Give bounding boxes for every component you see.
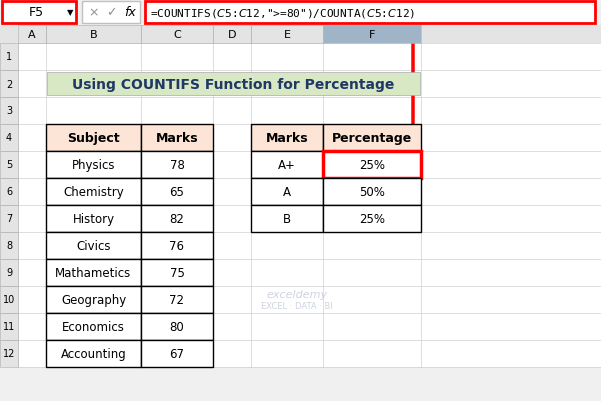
Text: ✓: ✓ (106, 6, 116, 20)
FancyBboxPatch shape (251, 125, 323, 152)
FancyBboxPatch shape (141, 286, 213, 313)
Text: 7: 7 (6, 214, 12, 224)
Text: Using COUNTIFS Function for Percentage: Using COUNTIFS Function for Percentage (72, 77, 395, 91)
Text: 9: 9 (6, 268, 12, 278)
FancyBboxPatch shape (0, 0, 601, 26)
FancyBboxPatch shape (323, 125, 421, 152)
FancyBboxPatch shape (141, 233, 213, 259)
FancyBboxPatch shape (141, 205, 213, 233)
Text: A: A (283, 186, 291, 198)
Text: Mathametics: Mathametics (55, 266, 132, 279)
Text: 25%: 25% (359, 213, 385, 225)
FancyBboxPatch shape (141, 152, 213, 178)
FancyBboxPatch shape (2, 2, 76, 24)
FancyBboxPatch shape (46, 205, 141, 233)
Text: 2: 2 (6, 79, 12, 89)
FancyBboxPatch shape (46, 313, 141, 340)
FancyBboxPatch shape (18, 44, 601, 367)
FancyBboxPatch shape (141, 125, 213, 152)
FancyBboxPatch shape (47, 73, 420, 96)
FancyBboxPatch shape (141, 340, 213, 367)
FancyBboxPatch shape (145, 2, 595, 24)
Text: Physics: Physics (72, 159, 115, 172)
Text: 8: 8 (6, 241, 12, 251)
Text: 50%: 50% (359, 186, 385, 198)
Text: A+: A+ (278, 159, 296, 172)
Text: 67: 67 (169, 347, 185, 360)
FancyBboxPatch shape (141, 313, 213, 340)
FancyBboxPatch shape (82, 2, 140, 24)
Text: 25%: 25% (359, 159, 385, 172)
Text: ▼: ▼ (67, 8, 73, 18)
Text: F: F (369, 30, 375, 40)
Text: A: A (28, 30, 36, 40)
FancyBboxPatch shape (141, 259, 213, 286)
FancyBboxPatch shape (46, 233, 141, 259)
Text: Marks: Marks (156, 132, 198, 145)
Text: 80: 80 (169, 320, 185, 333)
FancyBboxPatch shape (251, 178, 323, 205)
Text: 82: 82 (169, 213, 185, 225)
Text: Chemistry: Chemistry (63, 186, 124, 198)
Text: Geography: Geography (61, 293, 126, 306)
FancyBboxPatch shape (323, 152, 421, 178)
Text: History: History (73, 213, 115, 225)
FancyBboxPatch shape (46, 125, 141, 152)
FancyBboxPatch shape (323, 26, 421, 44)
Text: 3: 3 (6, 106, 12, 116)
FancyBboxPatch shape (141, 178, 213, 205)
FancyBboxPatch shape (46, 178, 141, 205)
FancyBboxPatch shape (46, 340, 141, 367)
FancyBboxPatch shape (46, 259, 141, 286)
Text: 78: 78 (169, 159, 185, 172)
Text: Civics: Civics (76, 239, 111, 252)
Text: F5: F5 (28, 6, 43, 20)
Text: 12: 12 (3, 348, 15, 358)
Text: B: B (283, 213, 291, 225)
Text: 5: 5 (6, 160, 12, 170)
Text: 65: 65 (169, 186, 185, 198)
FancyBboxPatch shape (46, 152, 141, 178)
Text: 76: 76 (169, 239, 185, 252)
FancyBboxPatch shape (251, 152, 323, 178)
Text: D: D (228, 30, 236, 40)
Text: ×: × (89, 6, 99, 20)
FancyBboxPatch shape (323, 205, 421, 233)
Text: 72: 72 (169, 293, 185, 306)
Text: Percentage: Percentage (332, 132, 412, 145)
Text: 4: 4 (6, 133, 12, 143)
Text: B: B (90, 30, 97, 40)
FancyBboxPatch shape (0, 44, 18, 367)
Text: Economics: Economics (62, 320, 125, 333)
Text: 6: 6 (6, 187, 12, 197)
FancyBboxPatch shape (0, 26, 601, 44)
Text: 10: 10 (3, 295, 15, 305)
Text: EXCEL · DATA · BI: EXCEL · DATA · BI (261, 302, 333, 311)
FancyBboxPatch shape (46, 286, 141, 313)
Text: =COUNTIFS($C$5:$C$12,">=80")/COUNTA($C$5:$C$12): =COUNTIFS($C$5:$C$12,">=80")/COUNTA($C$5… (150, 6, 415, 20)
FancyBboxPatch shape (323, 178, 421, 205)
Text: 1: 1 (6, 53, 12, 62)
Text: fx: fx (124, 6, 136, 20)
Text: exceldemy: exceldemy (266, 289, 328, 299)
Text: Subject: Subject (67, 132, 120, 145)
Text: 75: 75 (169, 266, 185, 279)
Text: Accounting: Accounting (61, 347, 126, 360)
FancyBboxPatch shape (251, 205, 323, 233)
Text: C: C (173, 30, 181, 40)
Text: 11: 11 (3, 322, 15, 332)
Text: Marks: Marks (266, 132, 308, 145)
Text: E: E (284, 30, 290, 40)
